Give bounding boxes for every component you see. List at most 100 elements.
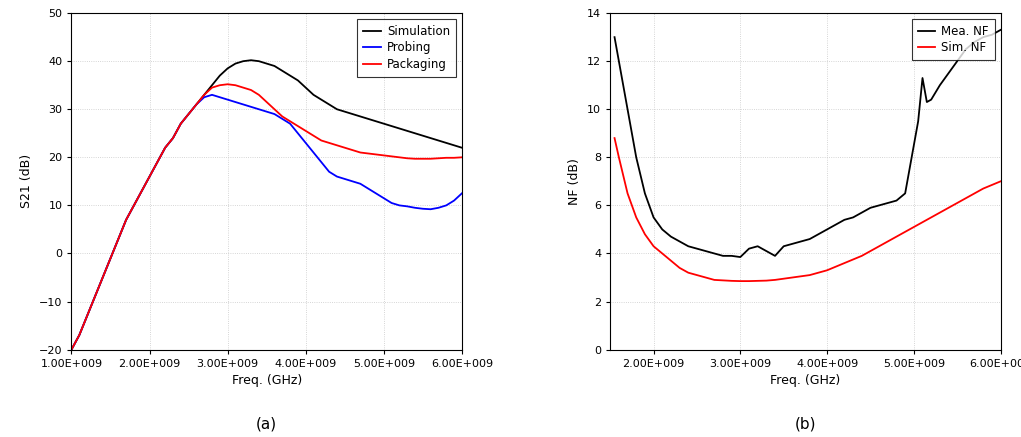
Sim. NF (960, 196, 972, 201)
Sim. NF (657, 251, 669, 256)
Mea. NF (830, 222, 842, 227)
Mea. NF (647, 215, 660, 220)
Simulation (455, 145, 468, 150)
Simulation (190, 102, 202, 107)
Probing (206, 92, 218, 97)
Sim. NF (795, 274, 808, 279)
Mea. NF (717, 253, 729, 259)
Sim. NF (751, 278, 764, 284)
Simulation (245, 58, 257, 63)
Sim. NF (613, 155, 625, 160)
Mea. NF (934, 83, 946, 88)
Sim. NF (873, 244, 885, 249)
Sim. NF (804, 273, 816, 278)
Sim. NF (709, 277, 721, 283)
Packaging (65, 347, 78, 352)
Legend: Simulation, Probing, Packaging: Simulation, Probing, Packaging (357, 19, 456, 77)
Mea. NF (786, 241, 798, 246)
Mea. NF (726, 253, 738, 259)
Sim. NF (865, 248, 877, 253)
Simulation (448, 142, 460, 148)
Sim. NF (952, 200, 964, 206)
Sim. NF (908, 225, 920, 230)
Sim. NF (977, 186, 989, 191)
Sim. NF (609, 135, 621, 141)
Probing (331, 174, 343, 179)
Packaging (190, 102, 202, 107)
Sim. NF (900, 229, 912, 234)
Mea. NF (960, 47, 972, 52)
Mea. NF (925, 97, 937, 102)
Sim. NF (630, 215, 642, 220)
Mea. NF (804, 236, 816, 242)
Sim. NF (726, 278, 738, 284)
Sim. NF (934, 210, 946, 215)
Packaging (222, 82, 234, 87)
Mea. NF (994, 27, 1007, 33)
Mea. NF (709, 251, 721, 256)
Mea. NF (921, 99, 933, 104)
Sim. NF (882, 239, 894, 244)
Sim. NF (769, 277, 781, 283)
Sim. NF (786, 275, 798, 280)
Sim. NF (917, 220, 929, 225)
Mea. NF (691, 246, 703, 251)
Sim. NF (830, 264, 842, 269)
X-axis label: Freq. (GHz): Freq. (GHz) (770, 374, 840, 387)
Mea. NF (699, 248, 712, 253)
Line: Probing: Probing (71, 95, 461, 350)
Line: Sim. NF: Sim. NF (615, 138, 1001, 281)
Mea. NF (734, 254, 746, 260)
Packaging (183, 111, 195, 117)
Mea. NF (856, 210, 868, 215)
Simulation (183, 111, 195, 117)
Mea. NF (821, 227, 833, 232)
Mea. NF (813, 232, 825, 237)
Mea. NF (942, 71, 955, 76)
Sim. NF (743, 278, 756, 284)
X-axis label: Freq. (GHz): Freq. (GHz) (232, 374, 302, 387)
Sim. NF (778, 276, 790, 281)
Line: Simulation: Simulation (71, 60, 461, 350)
Mea. NF (682, 244, 694, 249)
Line: Packaging: Packaging (71, 84, 461, 350)
Mea. NF (613, 59, 625, 64)
Sim. NF (691, 273, 703, 278)
Mea. NF (743, 246, 756, 251)
Text: (a): (a) (256, 417, 278, 432)
Probing (183, 111, 195, 117)
Probing (455, 191, 468, 196)
Mea. NF (761, 248, 773, 253)
Mea. NF (657, 227, 669, 232)
Probing (151, 160, 163, 165)
Packaging (331, 142, 343, 148)
Sim. NF (699, 275, 712, 280)
Mea. NF (890, 198, 903, 203)
Mea. NF (778, 244, 790, 249)
Sim. NF (665, 258, 677, 263)
Probing (65, 347, 78, 352)
Mea. NF (873, 203, 885, 208)
Sim. NF (734, 278, 746, 284)
Sim. NF (647, 244, 660, 249)
Sim. NF (674, 265, 686, 271)
Sim. NF (925, 215, 937, 220)
Sim. NF (942, 205, 955, 211)
Mea. NF (609, 35, 621, 40)
Mea. NF (639, 191, 651, 196)
Probing (448, 198, 460, 203)
Sim. NF (856, 253, 868, 259)
Mea. NF (912, 119, 924, 124)
Sim. NF (986, 182, 999, 187)
Sim. NF (847, 257, 860, 262)
Sim. NF (994, 179, 1007, 184)
Mea. NF (969, 39, 981, 45)
Sim. NF (682, 270, 694, 275)
Mea. NF (986, 32, 999, 38)
Legend: Mea. NF, Sim. NF: Mea. NF, Sim. NF (912, 19, 994, 60)
Mea. NF (952, 59, 964, 64)
Simulation (331, 107, 343, 112)
Sim. NF (813, 270, 825, 275)
Mea. NF (838, 217, 850, 222)
Sim. NF (761, 278, 773, 283)
